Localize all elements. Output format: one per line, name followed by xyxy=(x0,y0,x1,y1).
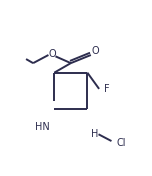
Text: O: O xyxy=(48,49,56,59)
Text: F: F xyxy=(104,84,109,94)
Text: Cl: Cl xyxy=(117,138,126,148)
Text: O: O xyxy=(92,46,99,56)
Text: HN: HN xyxy=(35,122,50,132)
Text: H: H xyxy=(91,129,98,139)
